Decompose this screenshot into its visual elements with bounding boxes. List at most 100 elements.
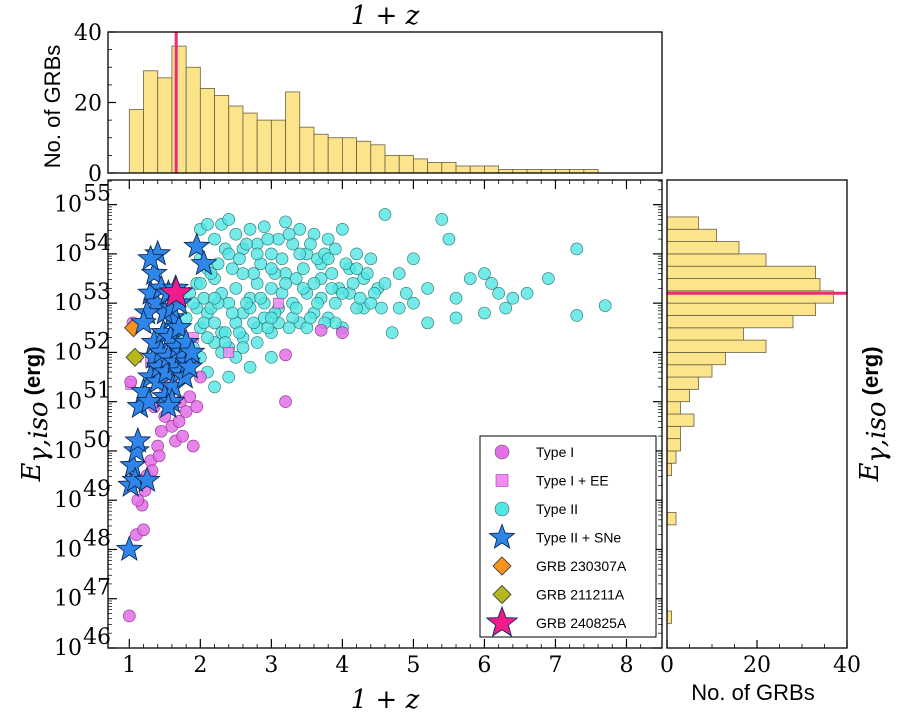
point-type-ii-119: [346, 277, 360, 290]
redshift-bar-16: [356, 140, 372, 174]
y-tick-exp-46: 46: [83, 625, 111, 650]
legend: Type I Type I + EE Type II Type II + SNe GRB…: [479, 435, 657, 638]
redshift-histogram: 0 20 40 1 + z No. of GRBs: [40, 1, 663, 187]
point-type-ii-172: [499, 301, 513, 315]
energy-hist-ylabel-sub: γ,iso: [862, 401, 892, 462]
point-type-ii-41: [442, 232, 456, 246]
energy-bar-19: [666, 376, 699, 390]
x-tick-label-4: 4: [335, 653, 349, 678]
point-type-ii-147: [201, 331, 214, 344]
point-type-ii-33: [478, 267, 491, 280]
legend-label-grb-240825a: GRB 240825A: [536, 615, 627, 631]
point-type-ii-37: [542, 272, 555, 285]
x-tick-label-3: 3: [264, 653, 278, 678]
point-type-ii-18: [321, 232, 335, 246]
point-type-ii-sne-32: [178, 338, 206, 364]
point-type-ii-152: [265, 311, 278, 325]
point-type-ii-143: [325, 282, 339, 295]
point-type-ii-90: [265, 351, 278, 364]
point-type-ii-27: [392, 267, 406, 280]
energy-bar-25: [666, 302, 816, 316]
y-tick-label-46: 10: [54, 636, 82, 661]
point-type-ii-168: [392, 301, 406, 315]
point-type-ii-4: [222, 213, 236, 226]
point-type-i-31: [124, 375, 138, 389]
point-type-ii-107: [261, 232, 275, 246]
redshift-bar-4: [185, 66, 201, 174]
point-type-i-18: [183, 390, 196, 404]
point-type-ii-39: [570, 309, 584, 322]
redshift-bar-20: [413, 158, 429, 174]
redshift-bar-12: [299, 126, 315, 174]
energy-bar-21: [666, 352, 726, 366]
redshift-bar-21: [427, 162, 443, 174]
y-axis-label: Eγ,iso (erg): [17, 346, 54, 482]
redshift-bar-23: [455, 165, 471, 174]
top-y-tick-label-20: 20: [74, 92, 102, 117]
point-type-ii-130: [233, 326, 246, 340]
y-tick-exp-50: 50: [83, 428, 111, 453]
y-tick-label-50: 10: [54, 439, 82, 464]
redshift-bar-24: [469, 165, 485, 174]
redshift-hist-title: 1 + z: [351, 1, 420, 31]
redshift-bar-19: [398, 154, 414, 174]
point-type-ii-sne-46: [190, 249, 218, 276]
point-type-ii-94: [222, 370, 236, 384]
point-type-ii-57: [265, 282, 278, 295]
redshift-bar-2: [157, 77, 173, 174]
point-grb-211211a-0: [125, 347, 145, 367]
point-type-ii-155: [208, 291, 221, 305]
energy-hist-ylabel-main: E: [855, 463, 885, 483]
redshift-bar-5: [199, 88, 215, 174]
point-type-i-2: [137, 523, 150, 537]
point-type-ii-165: [350, 262, 363, 275]
point-type-i-28: [314, 323, 328, 337]
point-type-ii-104: [240, 237, 253, 251]
energy-bar-24: [666, 315, 794, 329]
point-type-ii-150: [236, 341, 250, 354]
point-type-ii-129: [225, 306, 239, 320]
point-type-ii-163: [321, 252, 335, 266]
energy-bar-16: [666, 413, 695, 427]
x-tick-label-7: 7: [548, 653, 562, 678]
point-type-ii-151: [250, 336, 264, 349]
point-type-ii-29: [421, 282, 434, 295]
top-y-tick-label-0: 0: [88, 162, 102, 187]
redshift-bar-25: [484, 165, 500, 174]
energy-bar-12: [666, 462, 672, 476]
legend-marker-grb-240825a: [485, 605, 519, 637]
point-type-i-19: [186, 439, 200, 453]
redshift-bar-7: [228, 105, 244, 174]
y-tick-exp-52: 52: [83, 329, 111, 354]
point-type-ii-125: [197, 316, 211, 330]
energy-bar-17: [666, 401, 681, 415]
point-type-ii-121: [360, 267, 374, 280]
point-type-ii-12: [279, 215, 292, 229]
point-type-ii-103: [233, 252, 246, 266]
point-type-ii-132: [247, 316, 260, 330]
x-tick-label-1: 1: [122, 653, 136, 678]
point-type-ii-171: [449, 311, 463, 325]
legend-marker-type-i: [494, 444, 510, 460]
point-type-ii-102: [225, 262, 239, 275]
redshift-bar-6: [214, 95, 230, 174]
redshift-bar-8: [242, 112, 258, 174]
point-type-ii-98: [197, 291, 211, 305]
point-type-ii-123: [375, 301, 388, 315]
x-axis-label: 1 + z: [351, 685, 420, 715]
point-type-ii-14: [293, 222, 307, 236]
y-tick-exp-47: 47: [83, 576, 111, 601]
point-type-ii-113: [304, 237, 317, 251]
legend-label-grb-211211a: GRB 211211A: [536, 587, 625, 603]
point-type-ii-167: [378, 277, 392, 290]
y-tick-label-54: 10: [54, 242, 82, 267]
point-type-ii-89: [243, 360, 257, 374]
point-type-ii-sne-25: [165, 313, 193, 340]
energy-bar-31: [666, 228, 717, 242]
point-type-ii-22: [350, 247, 363, 261]
point-type-i-25: [194, 370, 207, 384]
legend-label-type-ii: Type II: [536, 501, 578, 517]
point-type-ii-10: [265, 247, 278, 261]
point-type-ii-141: [311, 296, 324, 310]
point-type-ii-85: [328, 316, 342, 330]
